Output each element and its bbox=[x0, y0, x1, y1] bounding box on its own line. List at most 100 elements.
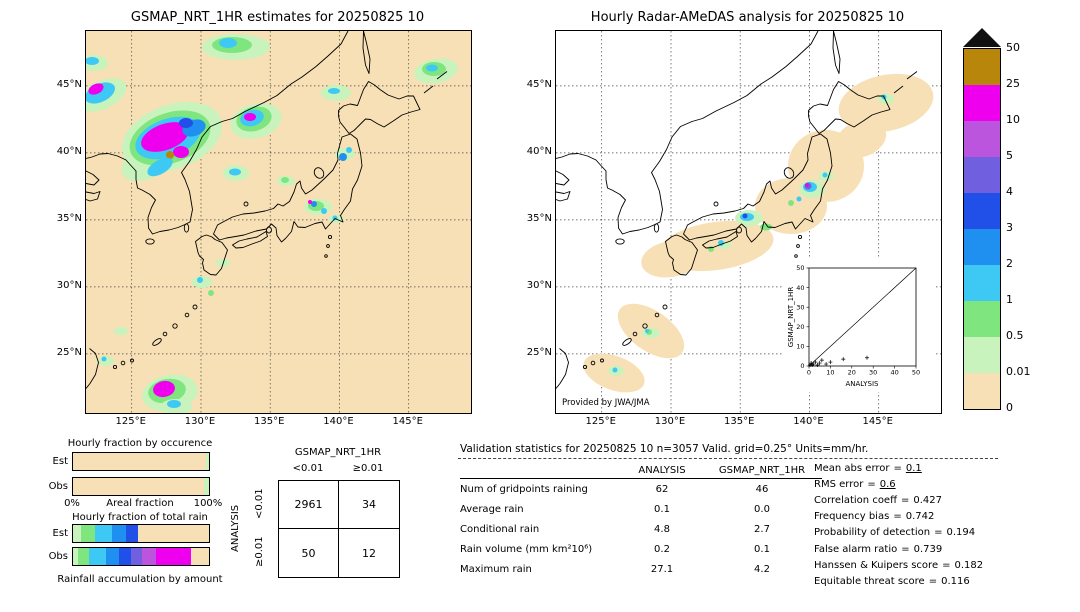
colorbar-segment bbox=[964, 265, 1000, 301]
score-value: 0.742 bbox=[905, 511, 935, 523]
colorbar-segment bbox=[964, 193, 1000, 229]
bar-segment bbox=[94, 525, 113, 542]
lon-tick-label: 140°E bbox=[323, 416, 354, 427]
inset-y-tick: 0 bbox=[800, 362, 804, 370]
scatter-point-marker bbox=[811, 362, 816, 367]
equals-sign: = bbox=[893, 511, 902, 523]
lon-tick-label: 145°E bbox=[862, 416, 893, 427]
grid-lines bbox=[86, 31, 471, 413]
colorbar-tick-label: 4 bbox=[1006, 185, 1013, 198]
lon-tick-label: 135°E bbox=[723, 416, 755, 427]
colorbar-segment bbox=[964, 121, 1000, 157]
occurrence-chart-title: Hourly fraction by occurence bbox=[67, 438, 213, 449]
lon-tick-label: 130°E bbox=[654, 416, 686, 427]
lon-tick-label: 140°E bbox=[793, 416, 824, 427]
validation-table-row: Conditional rain 4.8 2.7 bbox=[460, 519, 822, 539]
inset-y-axis-label: GSMAP_NRT_1HR bbox=[787, 287, 795, 348]
bar-segment bbox=[119, 548, 132, 565]
precipitation-blobs bbox=[86, 34, 458, 413]
lat-tick-label: 45°N bbox=[526, 78, 552, 90]
inset-x-axis-label: ANALYSIS bbox=[845, 380, 879, 388]
colorbar-segment bbox=[964, 157, 1000, 193]
bar-segment bbox=[73, 525, 82, 542]
lon-tick-label: 145°E bbox=[392, 416, 423, 427]
bar-segment bbox=[105, 548, 120, 565]
left-map-title: GSMAP_NRT_1HR estimates for 20250825 10 bbox=[130, 10, 425, 25]
inset-x-tick: 20 bbox=[848, 369, 856, 377]
validation-title: Validation statistics for 20250825 10 n=… bbox=[460, 443, 869, 455]
scatter-point-marker bbox=[824, 362, 829, 367]
inset-y-tick: 10 bbox=[796, 343, 804, 351]
score-label: Probability of detection bbox=[814, 527, 931, 539]
validation-table: ANALYSIS GSMAP_NRT_1HR Num of gridpoints… bbox=[460, 462, 822, 579]
bar-segment bbox=[138, 525, 209, 542]
inset-x-tick: 30 bbox=[869, 369, 877, 377]
colorbar-tick-label: 0.01 bbox=[1006, 365, 1031, 378]
validation-score-list: Mean abs error = 0.1 RMS error = 0.6 Correlati… bbox=[814, 460, 983, 590]
colorbar-tick-label: 5 bbox=[1006, 149, 1013, 162]
bar-segment bbox=[73, 478, 204, 495]
lat-tick-label: 40°N bbox=[56, 145, 82, 157]
occurrence-obs-label: Obs bbox=[48, 481, 68, 492]
stat-label: Conditional rain bbox=[460, 523, 540, 535]
colorbar-tick-label: 50 bbox=[1006, 41, 1020, 54]
bar-segment bbox=[73, 548, 79, 565]
bar-segment bbox=[126, 525, 139, 542]
scatter-point-marker bbox=[828, 360, 833, 365]
inset-y-tick: 50 bbox=[796, 264, 804, 272]
contingency-col-label-ge: ≥0.01 bbox=[352, 463, 384, 474]
inset-x-tick-labels: 0 10 20 30 40 50 bbox=[807, 369, 920, 377]
lon-tick-label: 130°E bbox=[184, 416, 216, 427]
inset-x-tick: 50 bbox=[912, 369, 920, 377]
occurrence-obs-bar bbox=[72, 477, 210, 496]
inset-y-tick: 40 bbox=[796, 284, 804, 292]
colorbar-tick-label: 0 bbox=[1006, 401, 1013, 414]
score-row: False alarm ratio = 0.739 bbox=[814, 541, 983, 557]
stat-analysis-value: 0.2 bbox=[654, 543, 670, 555]
scatter-point-marker bbox=[817, 361, 822, 366]
score-row: Probability of detection = 0.194 bbox=[814, 525, 983, 541]
colorbar-tick-label: 1 bbox=[1006, 293, 1013, 306]
bar-segment bbox=[155, 548, 192, 565]
inset-x-tick: 0 bbox=[807, 369, 811, 377]
score-row: Equitable threat score = 0.116 bbox=[814, 573, 983, 589]
bar-segment bbox=[131, 548, 143, 565]
colorbar-tick-label: 2 bbox=[1006, 257, 1013, 270]
total-rain-est-bar bbox=[72, 524, 210, 543]
score-value: 0.739 bbox=[913, 543, 943, 555]
stat-label: Rain volume (mm km²10⁶) bbox=[460, 543, 593, 555]
score-label: Equitable threat score bbox=[814, 575, 925, 587]
stat-analysis-value: 27.1 bbox=[650, 563, 674, 575]
gsmap-map-svg bbox=[86, 31, 471, 413]
scatter-point-marker bbox=[841, 357, 846, 362]
bar-segment bbox=[81, 525, 95, 542]
inset-y-tick: 30 bbox=[796, 303, 804, 311]
colorbar bbox=[963, 48, 1001, 410]
stat-gsmap-value: 0.0 bbox=[754, 503, 770, 515]
col-header-gsmap: GSMAP_NRT_1HR bbox=[718, 464, 806, 476]
stat-analysis-value: 0.1 bbox=[654, 503, 670, 515]
validation-table-rows: Num of gridpoints raining 62 46 Average rai… bbox=[460, 479, 822, 579]
colorbar-tick-labels: 50 25 10 5 4 3 2 1 0.5 0.01 0 bbox=[1006, 0, 1046, 612]
score-value: 0.116 bbox=[941, 575, 970, 587]
inset-scatter-points bbox=[808, 355, 869, 368]
inset-diagonal-line bbox=[808, 267, 917, 367]
lat-tick-label: 25°N bbox=[526, 346, 552, 358]
colorbar-tick-label: 25 bbox=[1006, 77, 1020, 90]
occurrence-est-bar bbox=[72, 452, 210, 471]
gsmap-estimate-map bbox=[85, 30, 472, 414]
occurrence-axis-100: 100% bbox=[193, 498, 223, 509]
stat-label: Num of gridpoints raining bbox=[460, 483, 588, 495]
radar-map-svg: 0 10 20 30 40 50 0 10 20 30 40 50 ANALYSIS GSMAP_N… bbox=[556, 31, 941, 413]
occurrence-axis-title: Areal fraction bbox=[106, 498, 174, 509]
bar-segment bbox=[191, 548, 209, 565]
equals-sign: = bbox=[942, 559, 951, 571]
score-row: Frequency bias = 0.742 bbox=[814, 509, 983, 525]
stat-analysis-value: 62 bbox=[655, 483, 669, 495]
bar-segment bbox=[203, 478, 209, 495]
score-label: Frequency bias bbox=[814, 511, 890, 523]
lat-tick-label: 35°N bbox=[526, 212, 552, 224]
score-value: 0.1 bbox=[905, 462, 922, 474]
lon-tick-label: 125°E bbox=[585, 416, 616, 427]
lat-tick-label: 30°N bbox=[56, 279, 82, 291]
